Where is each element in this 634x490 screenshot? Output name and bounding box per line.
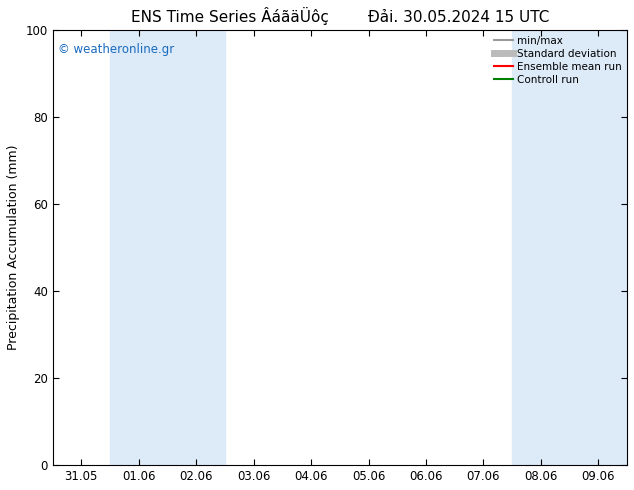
Title: ENS Time Series ÂáãäÜôç        Đải. 30.05.2024 15 UTC: ENS Time Series ÂáãäÜôç Đải. 30.05.2024 …: [131, 7, 549, 25]
Legend: min/max, Standard deviation, Ensemble mean run, Controll run: min/max, Standard deviation, Ensemble me…: [494, 35, 622, 85]
Bar: [512, 30, 627, 465]
Y-axis label: Precipitation Accumulation (mm): Precipitation Accumulation (mm): [7, 145, 20, 350]
Text: © weatheronline.gr: © weatheronline.gr: [58, 43, 174, 56]
Bar: [110, 30, 225, 465]
